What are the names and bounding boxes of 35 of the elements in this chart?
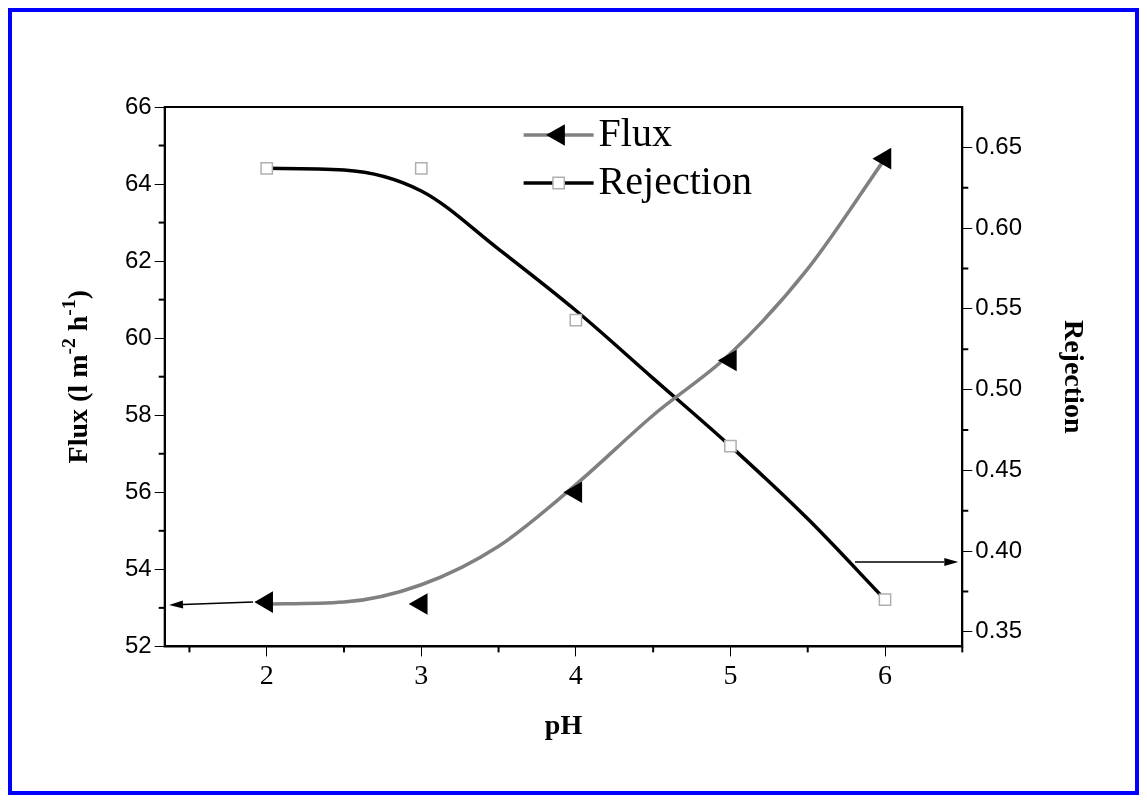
point — [260, 161, 274, 175]
x-tick-label: 4 — [568, 658, 583, 690]
point — [724, 439, 737, 453]
x-tick-label: 2 — [259, 658, 274, 690]
y2-tick-label: 0.40 — [975, 535, 1023, 563]
y2-axis-title: Rejection — [1059, 319, 1091, 434]
y-tick-label: 64 — [124, 168, 152, 196]
y2-tick-label: 0.65 — [975, 132, 1023, 159]
y2-tick-label: 0.45 — [975, 454, 1023, 482]
point — [718, 350, 737, 371]
legend-label: Flux — [598, 109, 672, 155]
point — [414, 161, 428, 175]
point — [409, 593, 428, 615]
point — [873, 148, 892, 169]
x-tick-label: 3 — [414, 658, 429, 690]
y2-tick-label: 0.55 — [975, 293, 1023, 321]
y-tick-label: 66 — [124, 91, 152, 119]
point — [564, 482, 583, 503]
y-axis-title: Flux (l m-2 h-1) — [57, 289, 93, 464]
point — [569, 313, 583, 327]
y2-tick-label: 0.50 — [975, 374, 1023, 402]
y-tick-label: 54 — [124, 553, 152, 581]
y-tick-label: 56 — [124, 476, 152, 504]
point — [254, 591, 273, 613]
y-tick-label: 58 — [124, 399, 152, 427]
legend-label: Rejection — [598, 157, 752, 203]
x-tick-label: 6 — [878, 658, 892, 690]
x-axis-title: pH — [544, 708, 583, 740]
y2-tick-label: 0.60 — [975, 212, 1023, 240]
x-tick-label: 5 — [723, 658, 738, 690]
y-tick-label: 60 — [124, 322, 152, 350]
point — [878, 593, 892, 606]
y-tick-label: 62 — [124, 245, 152, 273]
y2-tick-label: 0.35 — [975, 616, 1023, 644]
y-tick-label: 52 — [124, 631, 152, 659]
